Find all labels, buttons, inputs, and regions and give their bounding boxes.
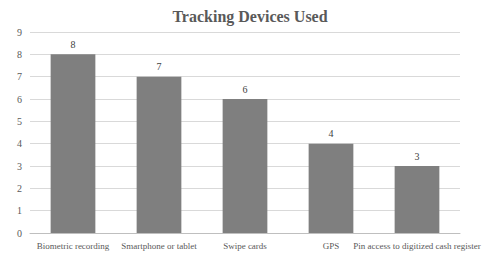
svg-text:4: 4 <box>329 128 334 139</box>
svg-text:3: 3 <box>415 151 420 162</box>
svg-text:6: 6 <box>243 84 248 95</box>
svg-text:9: 9 <box>17 27 22 38</box>
svg-text:8: 8 <box>17 49 22 60</box>
svg-text:Tracking Devices Used: Tracking Devices Used <box>172 8 327 26</box>
svg-text:0: 0 <box>17 228 22 239</box>
svg-text:2: 2 <box>17 183 22 194</box>
svg-text:3: 3 <box>17 161 22 172</box>
svg-text:Smartphone or tablet: Smartphone or tablet <box>121 241 197 251</box>
svg-text:Swipe cards: Swipe cards <box>223 241 267 251</box>
svg-text:7: 7 <box>157 61 162 72</box>
svg-text:Biometric recording: Biometric recording <box>37 241 110 251</box>
svg-text:7: 7 <box>17 71 22 82</box>
svg-text:4: 4 <box>17 138 22 149</box>
svg-text:6: 6 <box>17 94 22 105</box>
svg-text:1: 1 <box>17 205 22 216</box>
svg-text:5: 5 <box>17 116 22 127</box>
svg-text:Pin access to digitized cash r: Pin access to digitized cash register <box>353 241 481 251</box>
svg-text:8: 8 <box>71 39 76 50</box>
svg-text:GPS: GPS <box>323 241 340 251</box>
